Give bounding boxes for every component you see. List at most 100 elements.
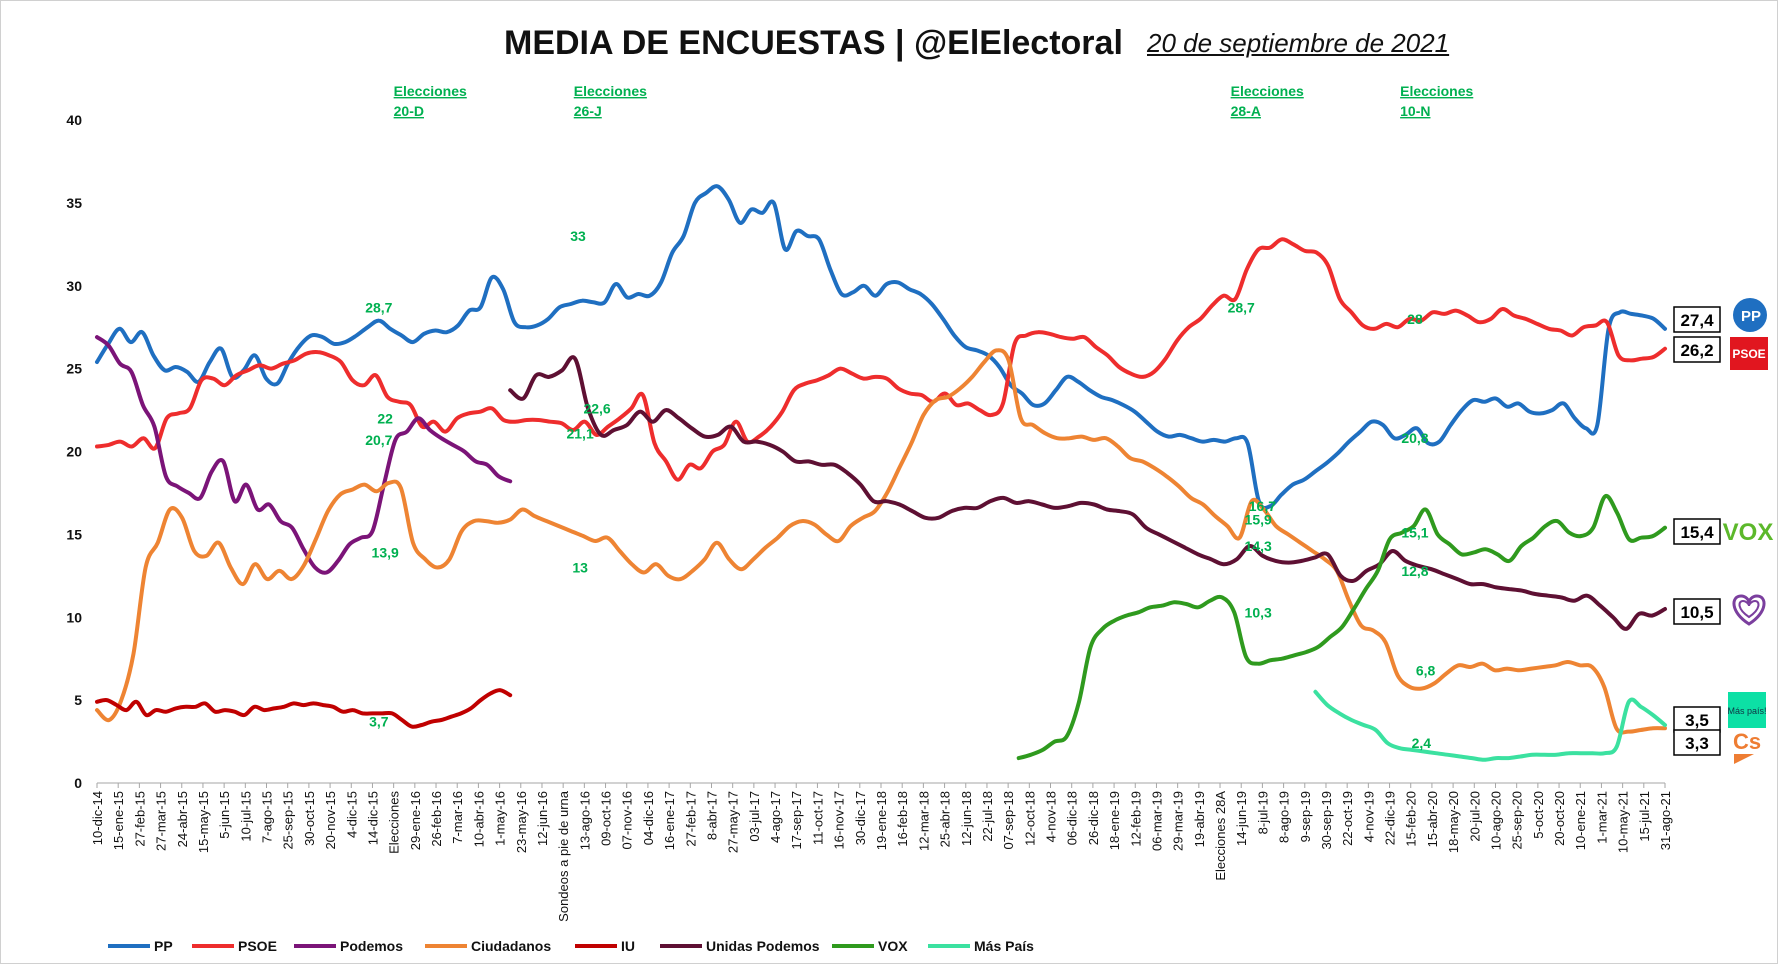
cs-logo-arrow-icon bbox=[1734, 754, 1754, 764]
y-tick-label: 15 bbox=[66, 526, 82, 542]
x-tick-label: 29-mar-19 bbox=[1171, 791, 1186, 851]
data-label: 14,3 bbox=[1245, 538, 1272, 554]
unidas-podemos-logo-icon bbox=[1732, 594, 1766, 626]
data-label: 28,7 bbox=[1228, 299, 1255, 315]
party-logos: PP PSOE VOX Más país! Cs bbox=[1723, 298, 1773, 764]
y-tick-label: 5 bbox=[74, 692, 82, 708]
x-tick-label: 12-jun-16 bbox=[535, 791, 550, 846]
x-tick-label: 4-nov-18 bbox=[1044, 791, 1059, 842]
y-tick-label: 0 bbox=[74, 775, 82, 791]
end-label-box bbox=[1673, 706, 1721, 733]
end-label-unidas-podemos: 10,5 bbox=[1680, 603, 1713, 622]
y-tick-label: 40 bbox=[66, 112, 82, 128]
x-tick-label: 27-may-17 bbox=[726, 791, 741, 853]
x-tick-label: 8-jul-19 bbox=[1255, 791, 1270, 834]
x-tick-label: 06-mar-19 bbox=[1149, 791, 1164, 851]
x-tick-label: 10-dic-14 bbox=[90, 791, 105, 845]
election-label: Elecciones bbox=[394, 83, 467, 99]
data-label: 13,9 bbox=[372, 545, 399, 561]
cs-logo-text: Cs bbox=[1733, 729, 1761, 754]
x-tick-label: 12-oct-18 bbox=[1022, 791, 1037, 846]
y-tick-label: 10 bbox=[66, 609, 82, 625]
election-sublabel: 28-A bbox=[1231, 103, 1261, 119]
x-tick-label: 10-jul-15 bbox=[238, 791, 253, 842]
end-label-box bbox=[1673, 729, 1721, 756]
x-tick-label: 14-dic-15 bbox=[365, 791, 380, 845]
end-labels: 27,4 26,2 15,4 10,5 3,5 3,3 bbox=[1673, 306, 1721, 756]
election-sublabel: 10-N bbox=[1400, 103, 1430, 119]
y-tick-label: 30 bbox=[66, 278, 82, 294]
end-label-ciudadanos: 3,3 bbox=[1685, 734, 1709, 753]
x-tick-label: 22-dic-19 bbox=[1383, 791, 1398, 845]
x-tick-label: 25-abr-18 bbox=[938, 791, 953, 847]
x-tick-label: 20-oct-20 bbox=[1552, 791, 1567, 846]
axes: 0 5 10 15 20 25 30 35 40 10-dic-14 15-ene-15 27-feb… bbox=[66, 83, 1673, 922]
x-tick-label: 12-jun-18 bbox=[959, 791, 974, 846]
x-tick-label: 8-ago-19 bbox=[1277, 791, 1292, 843]
x-tick-label: 9-sep-19 bbox=[1298, 791, 1313, 842]
legend-label-iu: IU bbox=[621, 938, 635, 954]
x-tick-label: 19-ene-18 bbox=[874, 791, 889, 850]
annotations: 28,72220,713,93,73322,621,11328,716,715,… bbox=[365, 228, 1435, 751]
x-tick-label: 07-sep-18 bbox=[1001, 791, 1016, 850]
data-label: 3,7 bbox=[369, 714, 389, 730]
legend-label-unidas-podemos: Unidas Podemos bbox=[706, 938, 820, 954]
data-label: 33 bbox=[570, 228, 586, 244]
x-tick-label: Sondeos a pie de urna bbox=[556, 790, 571, 922]
x-tick-label: 03-jul-17 bbox=[747, 791, 762, 842]
x-tick-label: 12-mar-18 bbox=[916, 791, 931, 851]
x-tick-label: 29-ene-16 bbox=[408, 791, 423, 850]
x-tick-label: Elecciones bbox=[387, 791, 402, 854]
x-tick-label: 22-oct-19 bbox=[1340, 791, 1355, 846]
legend: PP PSOE Podemos Ciudadanos IU Unidas Podemos V… bbox=[108, 938, 1034, 954]
chart-title: MEDIA DE ENCUESTAS | @ElElectoral bbox=[504, 24, 1123, 62]
data-label: 21,1 bbox=[566, 425, 593, 441]
series-lines bbox=[95, 184, 1667, 762]
end-label-box bbox=[1673, 336, 1721, 363]
data-label: 20,8 bbox=[1401, 430, 1428, 446]
x-tick-label: 31-ago-21 bbox=[1658, 791, 1673, 850]
x-tick-label: 5-oct-20 bbox=[1531, 791, 1546, 839]
chart-date: 20 de septiembre de 2021 bbox=[1147, 28, 1450, 58]
data-label: 10,3 bbox=[1245, 604, 1272, 620]
election-label: Elecciones bbox=[1231, 83, 1304, 99]
x-tick-label: 27-mar-15 bbox=[154, 791, 169, 851]
data-label: 6,8 bbox=[1416, 662, 1436, 678]
data-label: 12,8 bbox=[1401, 563, 1428, 579]
x-tick-label: 30-sep-19 bbox=[1319, 791, 1334, 850]
x-tick-label: 23-may-16 bbox=[514, 791, 529, 853]
data-label: 15,1 bbox=[1401, 525, 1428, 541]
end-label-box bbox=[1673, 306, 1721, 333]
x-tick-label: 12-feb-19 bbox=[1128, 791, 1143, 847]
unidas-podemos-logo-inner bbox=[1738, 599, 1760, 619]
x-tick-label: 15-feb-20 bbox=[1404, 791, 1419, 847]
election-sublabel: 26-J bbox=[574, 103, 602, 119]
x-tick-label: 06-dic-18 bbox=[1065, 791, 1080, 845]
data-label: 15,9 bbox=[1245, 511, 1272, 527]
x-tick-label: 10-ene-21 bbox=[1573, 791, 1588, 850]
x-tick-label: 27-feb-15 bbox=[132, 791, 147, 847]
x-tick-label: 15-ene-15 bbox=[111, 791, 126, 850]
x-tick-label: 25-sep-15 bbox=[281, 791, 296, 850]
data-label: 20,7 bbox=[365, 432, 392, 448]
x-tick-label: 04-dic-16 bbox=[641, 791, 656, 845]
data-label: 2,4 bbox=[1412, 735, 1432, 751]
x-tick-label: 10-may-21 bbox=[1616, 791, 1631, 853]
election-label: Elecciones bbox=[1400, 83, 1473, 99]
x-tick-label: 26-feb-16 bbox=[429, 791, 444, 847]
series-line-unidas-podemos bbox=[508, 355, 1667, 631]
data-label: 28 bbox=[1407, 311, 1423, 327]
series-line-ciudadanos bbox=[95, 348, 1667, 735]
end-label-pp: 27,4 bbox=[1680, 311, 1714, 330]
data-label: 13 bbox=[572, 560, 588, 576]
series-line-psoe bbox=[95, 237, 1667, 482]
end-label-vox: 15,4 bbox=[1680, 523, 1714, 542]
y-tick-label: 20 bbox=[66, 444, 82, 460]
x-tick-label: 30-dic-17 bbox=[853, 791, 868, 845]
mas-pais-logo-icon bbox=[1728, 692, 1766, 728]
x-tick-label: 1-mar-21 bbox=[1594, 791, 1609, 844]
legend-label-mas-pais: Más País bbox=[974, 938, 1034, 954]
legend-label-podemos: Podemos bbox=[340, 938, 403, 954]
x-tick-label: 4-dic-15 bbox=[344, 791, 359, 838]
x-tick-label: 17-sep-17 bbox=[789, 791, 804, 850]
